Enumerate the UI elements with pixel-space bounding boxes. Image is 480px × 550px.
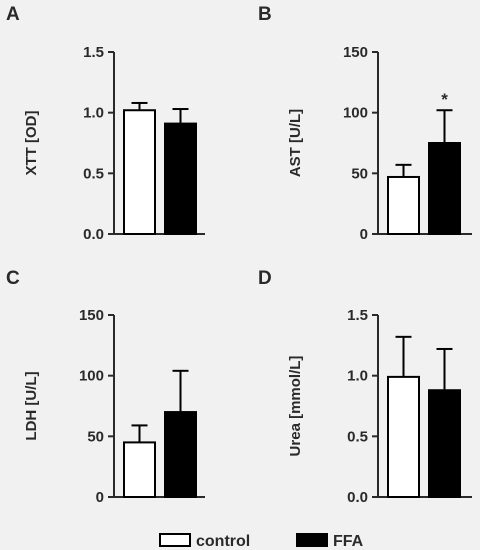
panel-a: A 0.0 0.5 1.0 1.5 XTT [OD] (6, 4, 205, 243)
bar-ffa (164, 122, 197, 235)
significance-marker: * (441, 90, 448, 109)
panel-letter: B (258, 4, 272, 25)
panel-b: B 0 50 100 150 AST [U/L] * (258, 4, 472, 243)
y-tick-label: 150 (343, 44, 368, 61)
y-tick-label: 0.0 (347, 489, 368, 506)
panel-letter: D (258, 268, 272, 289)
bar-control (387, 175, 420, 235)
y-tick-label: 100 (343, 105, 368, 122)
legend-item-ffa: FFA (296, 533, 364, 550)
y-axis-label: AST [U/L] (287, 109, 304, 177)
y-tick-label: 100 (79, 368, 104, 385)
legend-swatch (159, 533, 191, 547)
y-tick-label: 0 (96, 489, 104, 506)
y-tick-label: 150 (79, 307, 104, 324)
bar-ffa (428, 142, 461, 235)
y-axis-label: XTT [OD] (23, 111, 40, 176)
bar-control (123, 109, 156, 235)
legend-item-control: control (159, 533, 250, 550)
panel-letter: C (6, 268, 20, 289)
y-tick-label: 0.5 (347, 428, 368, 445)
panel-d: D 0.0 0.5 1.0 1.5 Urea [mmol/L] (258, 268, 472, 506)
y-axis-label: LDH [U/L] (23, 371, 40, 440)
y-tick-label: 50 (87, 428, 104, 445)
y-tick-label: 0.5 (83, 165, 104, 182)
y-tick-label: 1.5 (347, 307, 368, 324)
legend-label: control (196, 533, 250, 550)
bar-ffa (428, 389, 461, 498)
y-tick-label: 50 (351, 165, 368, 182)
y-tick-label: 0.0 (83, 226, 104, 243)
y-axis-label: Urea [mmol/L] (287, 356, 304, 457)
y-tick-label: 1.0 (347, 368, 368, 385)
legend-label: FFA (333, 533, 364, 550)
y-tick-label: 1.0 (83, 105, 104, 122)
panel-letter: A (6, 4, 20, 25)
y-tick-label: 1.5 (83, 44, 104, 61)
bar-ffa (164, 411, 197, 499)
legend: control FFA (159, 533, 364, 550)
y-tick-label: 0 (360, 226, 368, 243)
panel-c: C 0 50 100 150 LDH [U/L] (6, 268, 205, 506)
bar-control (387, 375, 420, 499)
bar-control (123, 441, 156, 498)
legend-swatch (296, 533, 328, 547)
